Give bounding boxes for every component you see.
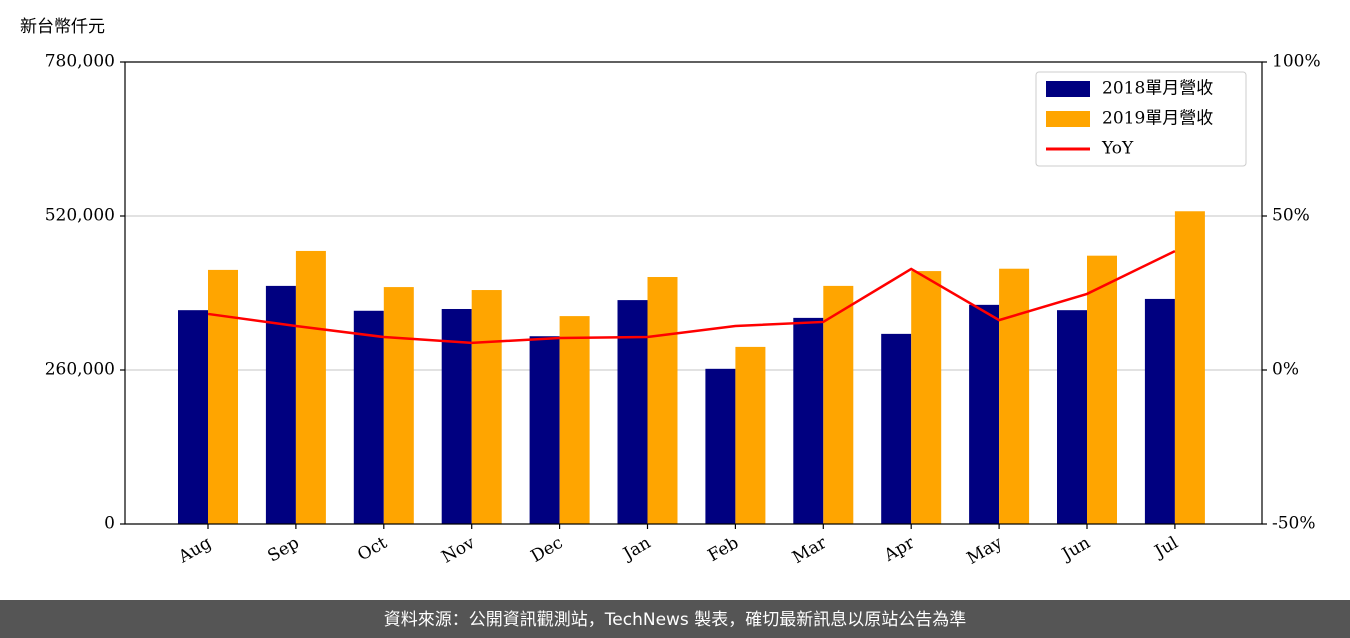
bar [559, 316, 590, 524]
y-tick-label: 780,000 [45, 52, 115, 72]
x-tick-label: Jul [1150, 533, 1182, 563]
x-tick-label: Jun [1057, 533, 1094, 566]
x-tick-label: Apr [880, 532, 919, 566]
x-tick-label: Oct [354, 533, 390, 566]
bar [647, 277, 678, 524]
y-tick-label: 260,000 [45, 360, 115, 380]
bar [617, 300, 648, 524]
bar [1144, 298, 1175, 524]
bar [295, 250, 326, 524]
bar [178, 310, 208, 524]
x-tick-label: Sep [264, 533, 302, 567]
x-tick-label: Feb [705, 533, 743, 566]
x-tick-label: Nov [438, 533, 478, 568]
bar [471, 290, 502, 524]
bar [823, 285, 854, 524]
bar [911, 271, 942, 524]
footer-bar [0, 600, 1350, 638]
x-tick-label: Jan [618, 533, 654, 565]
y-tick-label: 0 [104, 514, 115, 534]
bar [705, 368, 736, 524]
x-tick-label: May [964, 533, 1007, 569]
bar [529, 336, 560, 524]
legend-label: YoY [1101, 139, 1134, 159]
bar [441, 308, 472, 524]
y2-tick-label: -50% [1272, 514, 1316, 534]
bar [1087, 255, 1117, 524]
bar [735, 346, 766, 524]
legend-label: 2018單月營收 [1102, 79, 1213, 99]
bar [999, 268, 1030, 524]
line [207, 249, 1176, 345]
bar [969, 304, 1000, 524]
bar [793, 317, 824, 524]
bar [383, 287, 414, 524]
x-tick-label: Dec [528, 533, 567, 567]
source-note: 資料來源：公開資訊觀測站，TechNews 製表，確切最新訊息以原站公告為準 [384, 610, 966, 630]
unit-label: 新台幣仟元 [20, 17, 105, 37]
bar [1057, 310, 1087, 524]
legend-swatch [1046, 81, 1090, 97]
legend-label: 2019單月營收 [1102, 109, 1213, 129]
y2-tick-label: 100% [1272, 52, 1321, 72]
bar [353, 310, 384, 524]
legend-swatch [1046, 111, 1090, 127]
bar [881, 333, 912, 524]
y2-tick-label: 50% [1272, 206, 1310, 226]
x-tick-label: Aug [174, 533, 215, 568]
y2-tick-label: 0% [1272, 360, 1299, 380]
bar [1174, 211, 1205, 524]
y-tick-label: 520,000 [45, 206, 115, 226]
plot-frame [124, 61, 1263, 525]
x-tick-label: Mar [789, 532, 831, 568]
bar [208, 269, 238, 524]
